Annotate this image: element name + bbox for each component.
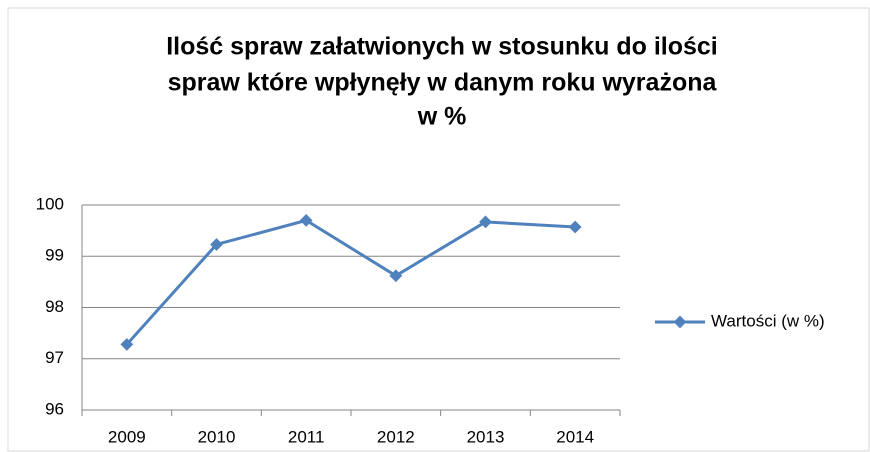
chart-title: w %	[417, 103, 467, 131]
x-tick-label: 2011	[288, 427, 325, 446]
chart-title: Ilość spraw załatwionych w stosunku do i…	[166, 33, 718, 61]
data-line	[125, 218, 576, 346]
data-point	[299, 214, 313, 227]
x-tick-label: 2012	[377, 427, 415, 446]
data-point	[210, 238, 223, 251]
x-tick-label: 2013	[467, 427, 505, 446]
y-tick-label: 96	[45, 399, 64, 418]
x-tick-label: 2010	[198, 427, 236, 446]
legend-label: Wartości (w %)	[711, 311, 825, 330]
x-tick-label: 2009	[108, 427, 146, 446]
data-point	[389, 269, 403, 283]
data-point	[120, 338, 134, 351]
chart-title: spraw które wpłynęły w danym roku wyrażo…	[168, 69, 718, 97]
y-tick-label: 100	[36, 194, 64, 213]
y-tick-label: 97	[45, 348, 64, 367]
x-tick-label: 2014	[556, 427, 594, 446]
data-point	[479, 215, 492, 229]
y-tick-label: 98	[45, 297, 64, 316]
chart-border	[7, 7, 870, 452]
y-tick-label: 99	[45, 246, 64, 265]
